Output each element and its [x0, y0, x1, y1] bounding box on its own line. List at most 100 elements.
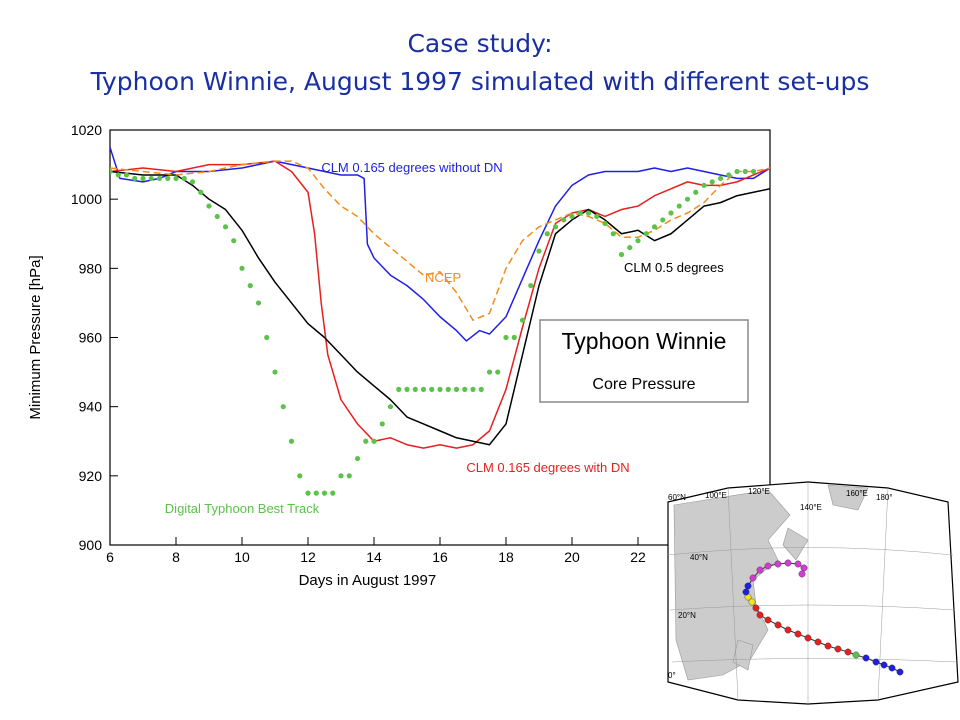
map-lat-0: 0°: [668, 671, 676, 680]
best-track-point: [247, 283, 253, 289]
track-point: [794, 630, 802, 638]
best-track-point: [346, 473, 352, 479]
best-track-point: [676, 203, 682, 209]
track-point: [774, 621, 782, 629]
best-track-point: [577, 210, 583, 216]
x-tick-label: 22: [630, 549, 646, 565]
best-track-point: [684, 196, 691, 202]
x-tick-label: 6: [106, 549, 114, 565]
map-lon-160e: 160°E: [846, 489, 868, 498]
best-track-point: [709, 179, 715, 185]
label-blue: CLM 0.165 degrees without DN: [321, 160, 502, 175]
track-point: [798, 570, 806, 578]
track-point: [794, 560, 802, 568]
x-tick-label: 14: [366, 549, 382, 565]
track-point: [814, 638, 822, 646]
best-track-point: [387, 404, 394, 410]
best-track-point: [503, 334, 509, 341]
best-track-point: [511, 334, 517, 341]
philippines-landmass: [732, 639, 754, 671]
best-track-point: [420, 386, 427, 392]
best-track-point: [495, 369, 501, 375]
map-lat-40n: 40°N: [690, 553, 708, 562]
best-track-point: [643, 231, 649, 237]
best-track-point: [437, 386, 443, 392]
track-point: [784, 626, 792, 634]
best-track-point: [519, 317, 526, 323]
best-track-point: [231, 238, 237, 244]
label-ncep: NCEP: [425, 270, 461, 285]
best-track-point: [552, 224, 559, 230]
best-track-point: [181, 175, 187, 182]
legend-frame: [539, 319, 749, 403]
best-track-point: [544, 231, 550, 237]
y-tick-label: 980: [79, 260, 103, 276]
map-lon-140e: 140°E: [800, 503, 822, 512]
best-track-point: [742, 168, 748, 175]
kamchatka-landmass: [827, 484, 869, 511]
track-point: [852, 651, 860, 659]
best-track-point: [214, 213, 220, 220]
label-black: CLM 0.5 degrees: [624, 260, 724, 275]
series-1-line: [110, 160, 770, 449]
best-track-point: [486, 369, 493, 375]
x-tick-label: 18: [498, 549, 514, 565]
best-track-point: [239, 265, 245, 271]
best-track-point: [272, 369, 278, 375]
best-track-point: [264, 334, 270, 341]
legend-box: Typhoon Winnie Core Pressure: [539, 319, 749, 403]
series-2-line: [110, 170, 770, 446]
best-track-point: [470, 386, 476, 392]
japan-landmass: [782, 527, 809, 561]
best-track-point: [627, 244, 633, 251]
track-point: [834, 645, 842, 653]
track-point: [742, 588, 750, 596]
best-track-point: [404, 386, 410, 392]
track-point: [744, 582, 752, 590]
series-0-line: [110, 147, 770, 342]
best-track-point: [379, 421, 385, 427]
best-track-point: [396, 386, 402, 392]
slide-title-line1: Case study:: [407, 29, 553, 58]
track-point: [764, 616, 772, 624]
map-lon-100e: 100°E: [705, 491, 727, 500]
best-track-point: [338, 473, 344, 479]
typhoon-track: [742, 559, 904, 676]
best-track-point: [602, 220, 608, 226]
track-point: [756, 566, 764, 574]
track-point: [872, 658, 880, 666]
best-track-point: [594, 213, 600, 220]
best-track-point: [280, 404, 286, 410]
best-track-point: [726, 172, 732, 178]
best-track-point: [363, 438, 369, 444]
track-point: [880, 661, 888, 669]
series-layer: [110, 147, 770, 496]
best-track-point: [701, 182, 707, 188]
x-axis-label: Days in August 1997: [299, 572, 437, 589]
best-track-point: [189, 179, 196, 185]
best-track-point: [462, 386, 468, 392]
track-point: [824, 642, 832, 650]
best-track-point: [156, 175, 163, 182]
track-point: [804, 634, 812, 642]
track-point: [862, 654, 870, 662]
best-track-point: [123, 172, 130, 178]
y-tick-label: 1000: [71, 191, 102, 207]
best-track-point: [305, 490, 311, 496]
best-track-point: [717, 175, 724, 182]
best-track-point: [569, 213, 575, 220]
best-track-point: [693, 189, 699, 195]
best-track-point: [110, 168, 113, 175]
map-lon-120e: 120°E: [748, 487, 770, 496]
best-track-point: [222, 224, 229, 230]
best-track-point: [610, 231, 616, 237]
best-track-point: [288, 438, 295, 444]
best-track-point: [668, 210, 674, 216]
x-tick-label: 8: [172, 549, 180, 565]
map-lat-60n: 60°N: [668, 493, 686, 502]
map-lat-20n: 20°N: [678, 611, 696, 620]
label-best-track: Digital Typhoon Best Track: [165, 501, 320, 516]
best-track-point: [445, 386, 451, 392]
best-track-point: [198, 189, 204, 195]
